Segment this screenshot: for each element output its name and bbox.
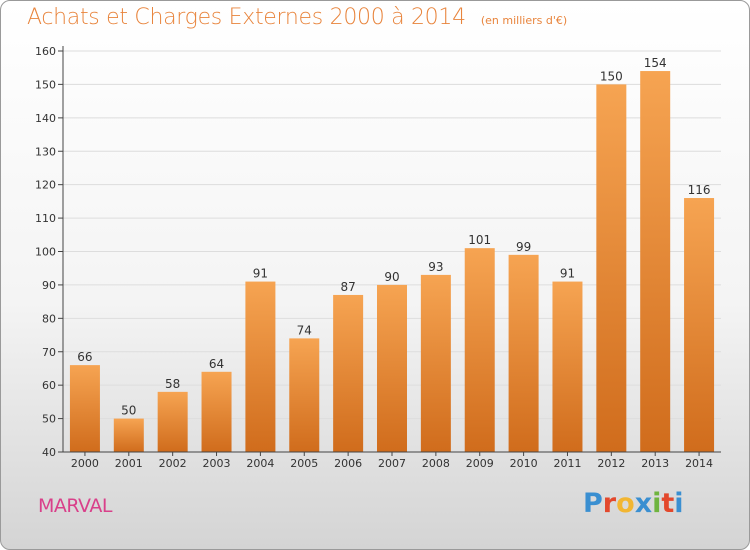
data-label: 74 <box>297 323 312 337</box>
x-tick-label: 2005 <box>290 457 318 470</box>
bar-2009 <box>464 248 495 452</box>
bars <box>69 71 715 453</box>
y-tick-label: 60 <box>42 379 56 392</box>
y-tick-label: 80 <box>42 312 56 325</box>
y-tick-label: 150 <box>35 78 56 91</box>
y-tick-label: 120 <box>35 179 56 192</box>
x-tick-label: 2013 <box>641 457 669 470</box>
logo-letter: i <box>652 488 662 519</box>
bar-2000 <box>69 365 100 452</box>
x-tick-label: 2011 <box>553 457 581 470</box>
commune-name: MARVAL <box>38 495 112 517</box>
data-label: 66 <box>77 350 92 364</box>
y-tick-label: 140 <box>35 112 56 125</box>
bar-2006 <box>333 294 364 452</box>
x-tick-label: 2010 <box>510 457 538 470</box>
data-label: 116 <box>688 183 711 197</box>
bar-2010 <box>508 254 539 452</box>
bar-2005 <box>289 338 320 452</box>
bar-2014 <box>684 198 715 452</box>
bar-2012 <box>596 84 627 453</box>
x-tick-label: 2008 <box>422 457 450 470</box>
bar-2007 <box>377 284 407 452</box>
chart-subtitle: (en milliers d'€) <box>480 14 568 27</box>
logo-letter: o <box>616 488 635 519</box>
proxiti-logo: Proxiti <box>583 488 684 519</box>
bar-2002 <box>157 391 188 452</box>
data-label: 154 <box>644 56 667 70</box>
x-tick-label: 2002 <box>159 457 187 470</box>
logo-letter: t <box>661 488 675 519</box>
data-label: 150 <box>600 69 623 83</box>
bar-2008 <box>420 274 451 452</box>
axes: 40 50 60 70 80 90 100 110 120 130 140 150 160 2000 200… <box>35 45 721 470</box>
bar-2013 <box>640 71 671 453</box>
data-label: 93 <box>428 260 443 274</box>
data-labels: 66 50 58 64 91 74 87 90 93 101 99 91 150 154 116 <box>77 56 710 418</box>
chart-title: Achats et Charges Externes 2000 à 2014 <box>27 5 466 30</box>
data-label: 64 <box>209 357 224 371</box>
y-tick-label: 40 <box>42 446 56 459</box>
x-tick-label: 2000 <box>71 457 99 470</box>
y-tick-label: 50 <box>42 413 56 426</box>
data-label: 99 <box>516 240 531 254</box>
logo-letter: i <box>674 488 684 519</box>
bar-2004 <box>245 281 276 452</box>
data-label: 90 <box>384 270 399 284</box>
x-tick-label: 2001 <box>115 457 143 470</box>
y-tick-label: 100 <box>35 246 56 259</box>
logo-letter: r <box>602 488 617 519</box>
bar-2011 <box>552 281 583 452</box>
data-label: 50 <box>121 404 136 418</box>
data-label: 87 <box>340 280 355 294</box>
logo-letter: P <box>583 488 603 519</box>
x-tick-label: 2012 <box>597 457 625 470</box>
data-label: 101 <box>468 233 491 247</box>
logo-letter: x <box>634 488 653 519</box>
y-tick-label: 110 <box>35 212 56 225</box>
x-tick-label: 2007 <box>378 457 406 470</box>
x-tick-label: 2014 <box>685 457 713 470</box>
data-label: 91 <box>253 267 268 281</box>
y-tick-label: 70 <box>42 346 56 359</box>
x-tick-label: 2003 <box>203 457 231 470</box>
y-tick-label: 160 <box>35 45 56 58</box>
x-tick-label: 2009 <box>466 457 494 470</box>
data-label: 58 <box>165 377 180 391</box>
bar-2003 <box>201 371 232 452</box>
y-tick-label: 90 <box>42 279 56 292</box>
x-tick-label: 2006 <box>334 457 362 470</box>
y-tick-label: 130 <box>35 145 56 158</box>
chart-title-row: Achats et Charges Externes 2000 à 2014 (… <box>27 5 567 30</box>
x-tick-label: 2004 <box>246 457 274 470</box>
bar-2001 <box>113 418 144 452</box>
data-label: 91 <box>560 267 575 281</box>
